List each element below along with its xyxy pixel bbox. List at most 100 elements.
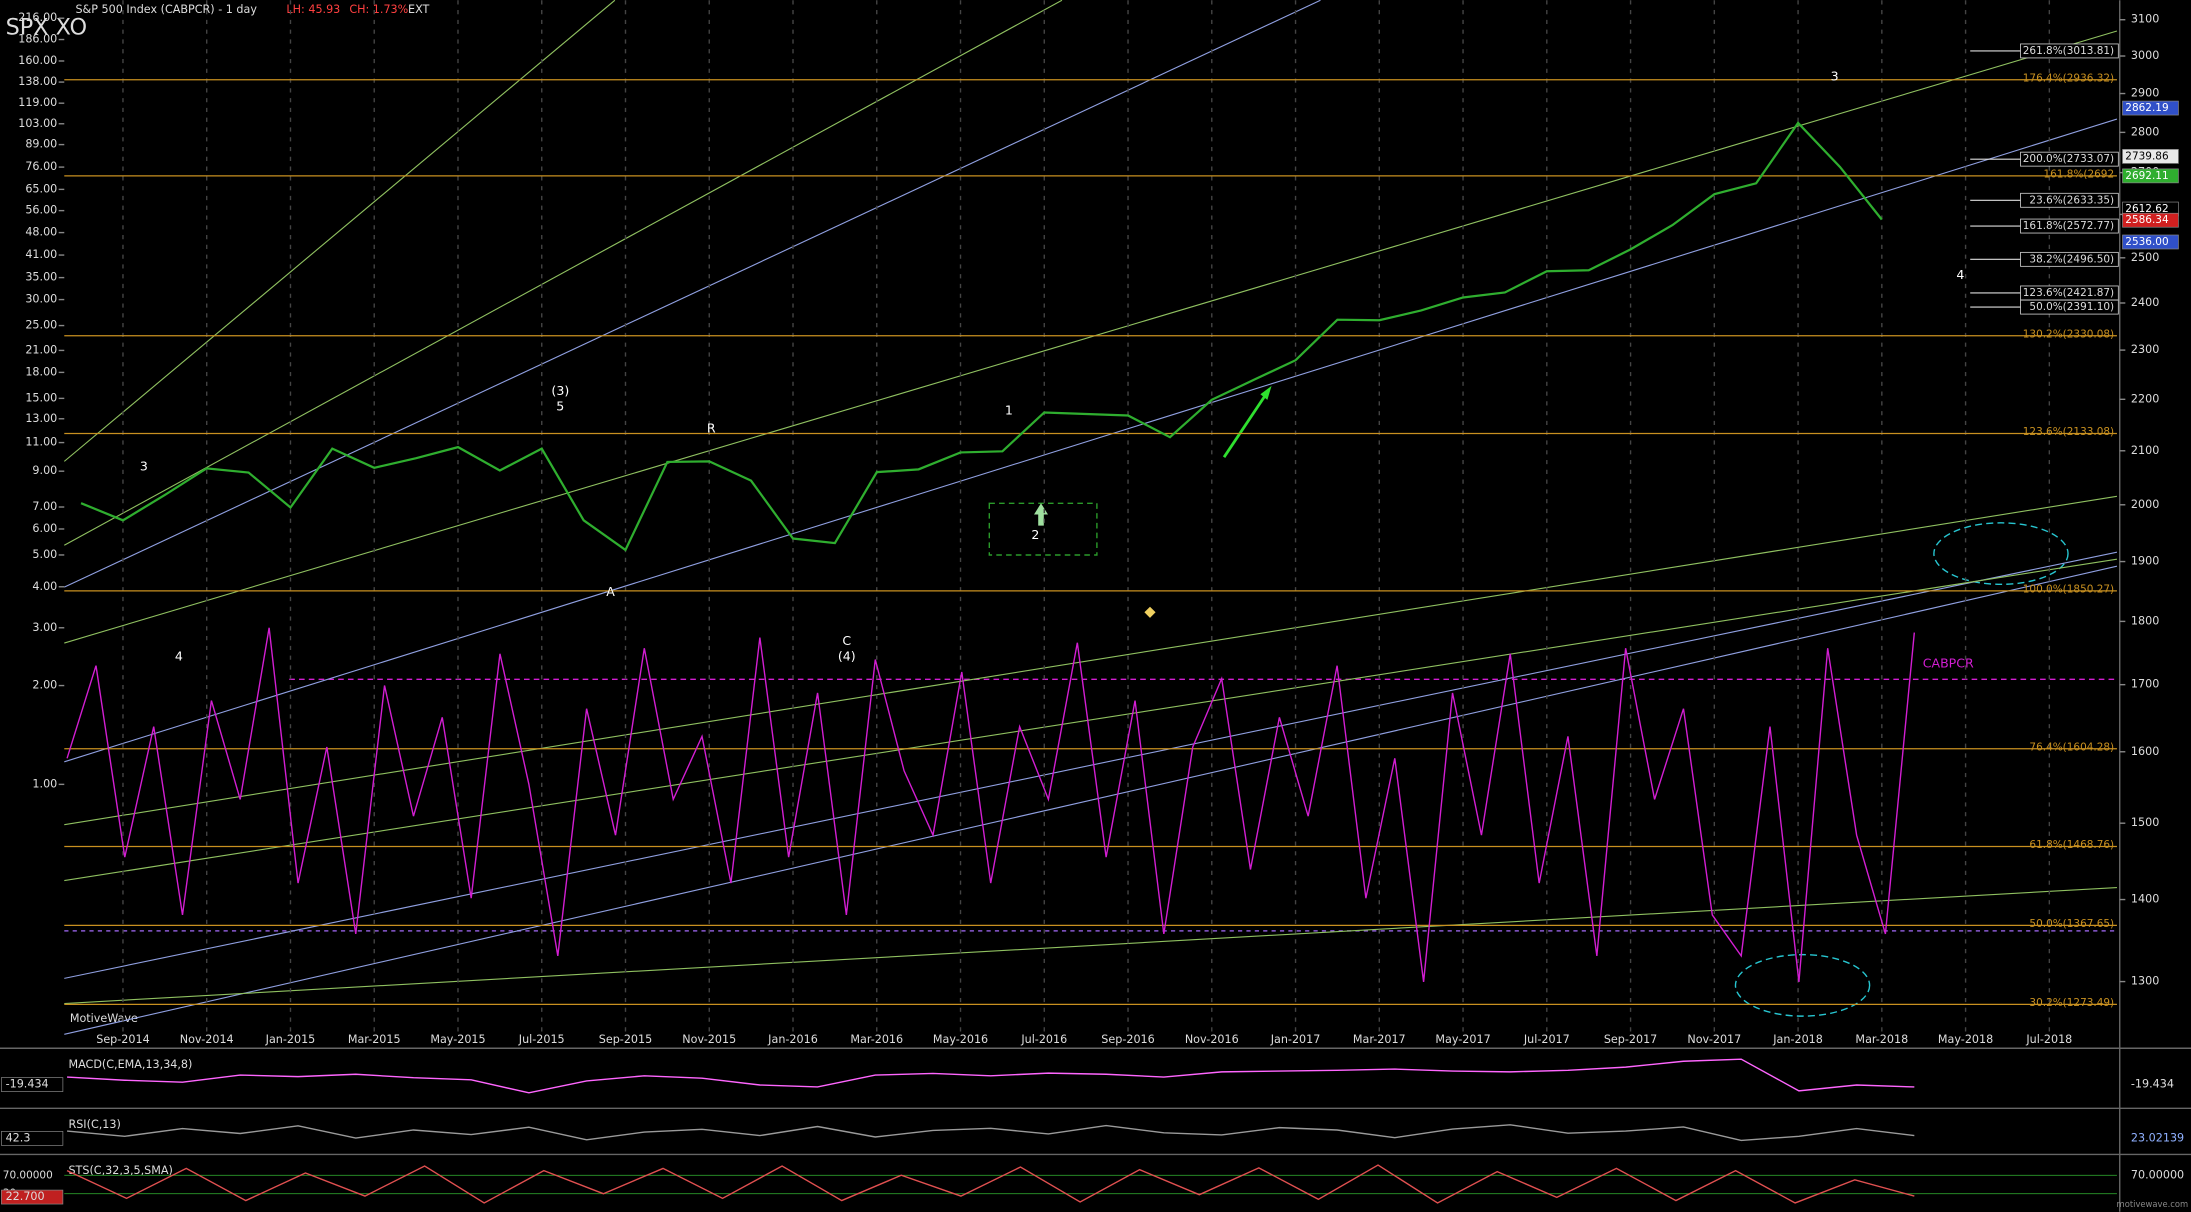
price-tag-label: 2586.34	[2125, 214, 2169, 226]
x-tick-label: Mar-2015	[348, 1033, 401, 1046]
x-tick-label: Jan-2016	[767, 1033, 818, 1046]
y-tick-label: 13.00	[25, 412, 57, 425]
target-box	[2020, 251, 2119, 267]
target-box	[2020, 192, 2119, 208]
target-label: 161.8%(2572.77)	[2023, 220, 2114, 232]
y-tick-label: 103.00	[18, 117, 57, 130]
y-tick-label: 186.00	[18, 33, 57, 46]
y-tick-label: 89.00	[25, 138, 57, 151]
indicator-name: STS(C,32,3,5,SMA)	[68, 1164, 172, 1177]
wave-label: R	[707, 421, 716, 436]
y-tick-label: 1.00	[32, 777, 57, 790]
x-tick-label: Mar-2016	[850, 1033, 903, 1046]
y-tick-label: 2300	[2131, 343, 2159, 356]
price-tag	[2122, 168, 2179, 184]
y-tick-label: 160.00	[18, 54, 57, 67]
y-tick-label: 11.00	[25, 436, 57, 449]
wave-label: 3	[140, 458, 148, 473]
wave-label: A	[606, 584, 615, 599]
x-tick-label: Sep-2014	[96, 1033, 149, 1046]
wave-label: 3	[1831, 69, 1839, 84]
x-tick-label: Nov-2017	[1687, 1033, 1741, 1046]
price-line	[80, 121, 1883, 552]
symbol: SPX XO	[6, 15, 88, 41]
channel-line	[64, 0, 1063, 546]
y-tick-label: 2100	[2131, 444, 2159, 457]
readout: -19.434	[2131, 1078, 2174, 1091]
target-label: 23.6%(2633.35)	[2029, 194, 2114, 206]
price-tag-label: 2862.19	[2125, 102, 2168, 114]
target-box	[2020, 299, 2119, 315]
readout: 42.3	[6, 1131, 31, 1144]
target-label: 38.2%(2496.50)	[2029, 253, 2114, 265]
y-tick-label: 2400	[2131, 296, 2159, 309]
y-tick-label: 1300	[2131, 975, 2159, 988]
x-tick-label: May-2017	[1435, 1033, 1490, 1046]
y-tick-label: 2800	[2131, 125, 2159, 138]
x-tick-label: Jul-2015	[518, 1033, 565, 1046]
channel-line	[64, 887, 2117, 1005]
target-box	[2020, 43, 2119, 59]
target-label: 200.0%(2733.07)	[2023, 153, 2114, 165]
fib-label: 61.8%(1468.76)	[2029, 839, 2114, 851]
y-tick-label: 56.00	[25, 204, 57, 217]
readout: 23.02139	[2131, 1131, 2184, 1144]
target-box	[2020, 218, 2119, 234]
price-tag	[2122, 149, 2179, 164]
wave-label: C	[842, 633, 851, 648]
y-tick-label: 2.00	[32, 679, 57, 692]
x-tick-label: May-2015	[430, 1033, 485, 1046]
readout-box	[1, 1131, 64, 1146]
target-label: 50.0%(2391.10)	[2029, 301, 2114, 313]
y-tick-label: 7.00	[32, 500, 57, 513]
wave-label: 1	[1005, 403, 1013, 418]
x-tick-label: May-2016	[933, 1033, 988, 1046]
x-tick-label: Sep-2017	[1604, 1033, 1657, 1046]
cabpcr-line	[66, 627, 1916, 982]
channel-line	[64, 30, 2118, 644]
y-tick-label: 48.00	[25, 226, 57, 239]
readout: 22.700	[6, 1190, 45, 1203]
y-tick-label: 1700	[2131, 678, 2159, 691]
x-tick-label: Sep-2016	[1101, 1033, 1154, 1046]
fib-label: 50.0%(1367.65)	[2029, 918, 2114, 930]
x-tick-label: Mar-2018	[1855, 1033, 1908, 1046]
fib-label: 100.0%(1850.27)	[2023, 584, 2114, 596]
y-tick-label: 1800	[2131, 614, 2159, 627]
wave-label: 4	[1956, 267, 1964, 282]
fib-label: 161.8%(2692	[2043, 169, 2114, 181]
x-tick-label: Nov-2014	[180, 1033, 234, 1046]
y-tick-label: 41.00	[25, 248, 57, 261]
fib-label: 30.2%(1273.49)	[2029, 997, 2114, 1009]
chart-title: S&P 500 Index (CABPCR) - 1 day	[75, 3, 257, 16]
price-tag	[2122, 212, 2179, 228]
channel-line	[64, 495, 2118, 826]
channel-line	[64, 551, 2118, 979]
header-stat: CH: 1.73%	[349, 3, 408, 16]
indicator-name: RSI(C,13)	[68, 1118, 120, 1131]
header-stat: EXT	[408, 3, 429, 16]
arrow	[1222, 389, 1270, 458]
fib-label: 130.2%(2330.08)	[2023, 328, 2114, 340]
target-label: 123.6%(2421.87)	[2023, 287, 2114, 299]
x-tick-label: Jul-2017	[1523, 1033, 1570, 1046]
y-tick-label: 1400	[2131, 893, 2159, 906]
marker	[1144, 606, 1156, 618]
x-tick-label: Sep-2015	[599, 1033, 652, 1046]
x-tick-label: May-2018	[1938, 1033, 1993, 1046]
readout-box	[1, 1189, 64, 1205]
y-tick-label: 2000	[2131, 498, 2159, 511]
x-tick-label: Jan-2017	[1270, 1033, 1321, 1046]
wave-label: (4)	[838, 649, 856, 664]
target-box	[2020, 151, 2119, 167]
channel-line	[64, 565, 2118, 1035]
y-tick-label: 76.00	[25, 160, 57, 173]
y-tick-label: 30.00	[25, 293, 57, 306]
y-tick-label: 3000	[2131, 49, 2159, 62]
series-label: CABPCR	[1923, 655, 1974, 670]
y-tick-label: 3.00	[32, 621, 57, 634]
x-tick-label: Mar-2017	[1353, 1033, 1406, 1046]
y-tick-label: 1900	[2131, 555, 2159, 568]
header-stat: LH: 45.93	[286, 3, 340, 16]
indicator-line	[67, 1058, 1915, 1094]
